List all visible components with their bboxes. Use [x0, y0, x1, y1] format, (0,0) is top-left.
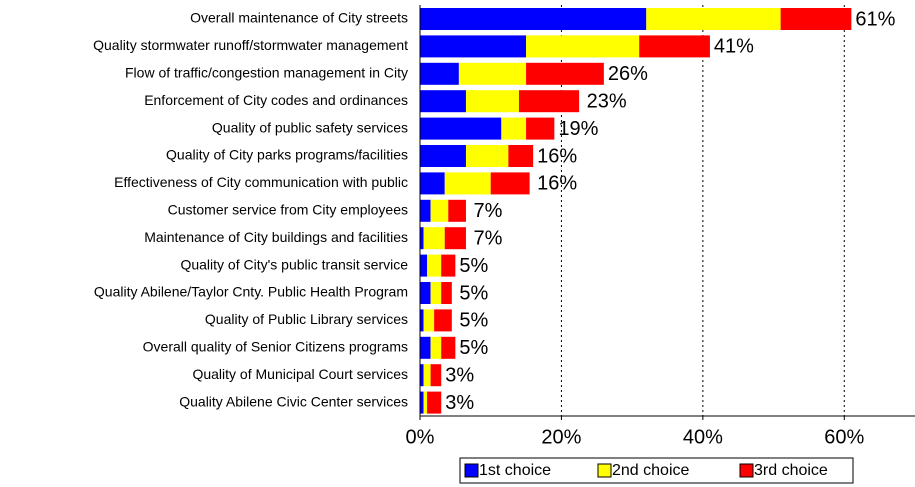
- bar-segment: [780, 8, 852, 30]
- category-label: Quality of Municipal Court services: [192, 366, 408, 382]
- bar-segment: [420, 35, 527, 58]
- total-label: 7%: [474, 227, 503, 249]
- x-tick-label: 60%: [824, 426, 864, 448]
- bar-segment: [420, 254, 428, 277]
- bar-segment: [420, 90, 466, 113]
- legend-swatch: [739, 463, 754, 478]
- legend-swatch: [464, 463, 479, 478]
- legend-label: 3rd choice: [754, 462, 828, 479]
- legend-box: [459, 457, 854, 484]
- category-label: Quality Abilene/Taylor Cnty. Public Heal…: [94, 284, 408, 300]
- x-tick-label: 0%: [406, 426, 435, 448]
- bar-segment: [646, 8, 781, 30]
- bar-segment: [420, 309, 424, 332]
- bar-segment: [420, 199, 431, 222]
- bar-segment: [434, 309, 452, 332]
- legend-label: 1st choice: [479, 462, 551, 479]
- bar-segment: [423, 309, 435, 332]
- total-label: 5%: [459, 255, 488, 277]
- total-label: 5%: [459, 310, 488, 332]
- bar-segment: [420, 145, 466, 167]
- bar-segment: [441, 282, 452, 304]
- bar-segment: [420, 282, 431, 304]
- category-label: Customer service from City employees: [168, 202, 408, 218]
- total-label: 61%: [855, 8, 895, 30]
- legend-label: 2nd choice: [612, 462, 689, 479]
- category-label: Quality of public safety services: [212, 119, 408, 135]
- total-label: 16%: [537, 173, 577, 195]
- bar-segment: [441, 336, 456, 359]
- total-label: 5%: [459, 282, 488, 304]
- total-label: 41%: [714, 36, 754, 58]
- total-label: 3%: [445, 364, 474, 386]
- category-label: Effectiveness of City communication with…: [114, 174, 408, 190]
- bar-segment: [458, 62, 527, 85]
- x-tick-label: 40%: [683, 426, 723, 448]
- total-label: 7%: [474, 200, 503, 222]
- category-label: Overall quality of Senior Citizens progr…: [143, 339, 408, 355]
- bar-segment: [430, 199, 449, 222]
- bar-segment: [420, 62, 459, 85]
- category-label: Quality stormwater runoff/stormwater man…: [93, 37, 408, 53]
- bar-segment: [448, 199, 466, 222]
- bar-segment: [420, 227, 424, 250]
- bar-segment: [508, 145, 534, 167]
- bar-segment: [465, 90, 519, 113]
- bar-segment: [423, 227, 445, 250]
- bar-segment: [444, 172, 491, 195]
- bar-segment: [420, 8, 647, 30]
- bar-segment: [423, 391, 428, 414]
- bar-segment: [639, 35, 710, 58]
- legend-swatch: [597, 463, 612, 478]
- bar-segment: [427, 391, 442, 414]
- category-label: Quality Abilene Civic Center services: [179, 393, 408, 409]
- bar-segment: [420, 391, 424, 414]
- bar-segment: [441, 254, 456, 277]
- total-label: 26%: [608, 63, 648, 85]
- bar-segment: [430, 336, 442, 359]
- bar-segment: [519, 90, 580, 113]
- bar-segment: [420, 364, 424, 387]
- bar-segment: [490, 172, 530, 195]
- bar-segment: [430, 282, 442, 304]
- bar-segment: [444, 227, 466, 250]
- category-label: Enforcement of City codes and ordinances: [144, 92, 408, 108]
- total-label: 16%: [537, 145, 577, 167]
- bar-segment: [526, 35, 640, 58]
- bar-segment: [526, 62, 604, 85]
- bar-segment: [465, 145, 509, 167]
- x-tick-label: 20%: [541, 426, 581, 448]
- total-label: 3%: [445, 392, 474, 414]
- total-label: 23%: [587, 90, 627, 112]
- bar-segment: [420, 117, 502, 140]
- total-label: 5%: [459, 337, 488, 359]
- bar-segment: [526, 117, 555, 140]
- category-label: Quality of Public Library services: [205, 311, 408, 327]
- bar-segment: [501, 117, 527, 140]
- category-label: Flow of traffic/congestion management in…: [125, 65, 408, 81]
- bar-segment: [430, 364, 442, 387]
- category-label: Maintenance of City buildings and facili…: [144, 229, 408, 245]
- category-label: Quality of City's public transit service: [180, 256, 408, 272]
- category-label: Quality of City parks programs/facilitie…: [166, 147, 408, 163]
- bar-segment: [420, 172, 445, 195]
- category-label: Overall maintenance of City streets: [190, 10, 408, 26]
- total-label: 19%: [558, 118, 598, 140]
- bar-segment: [423, 364, 431, 387]
- bar-segment: [420, 336, 431, 359]
- bar-segment: [427, 254, 442, 277]
